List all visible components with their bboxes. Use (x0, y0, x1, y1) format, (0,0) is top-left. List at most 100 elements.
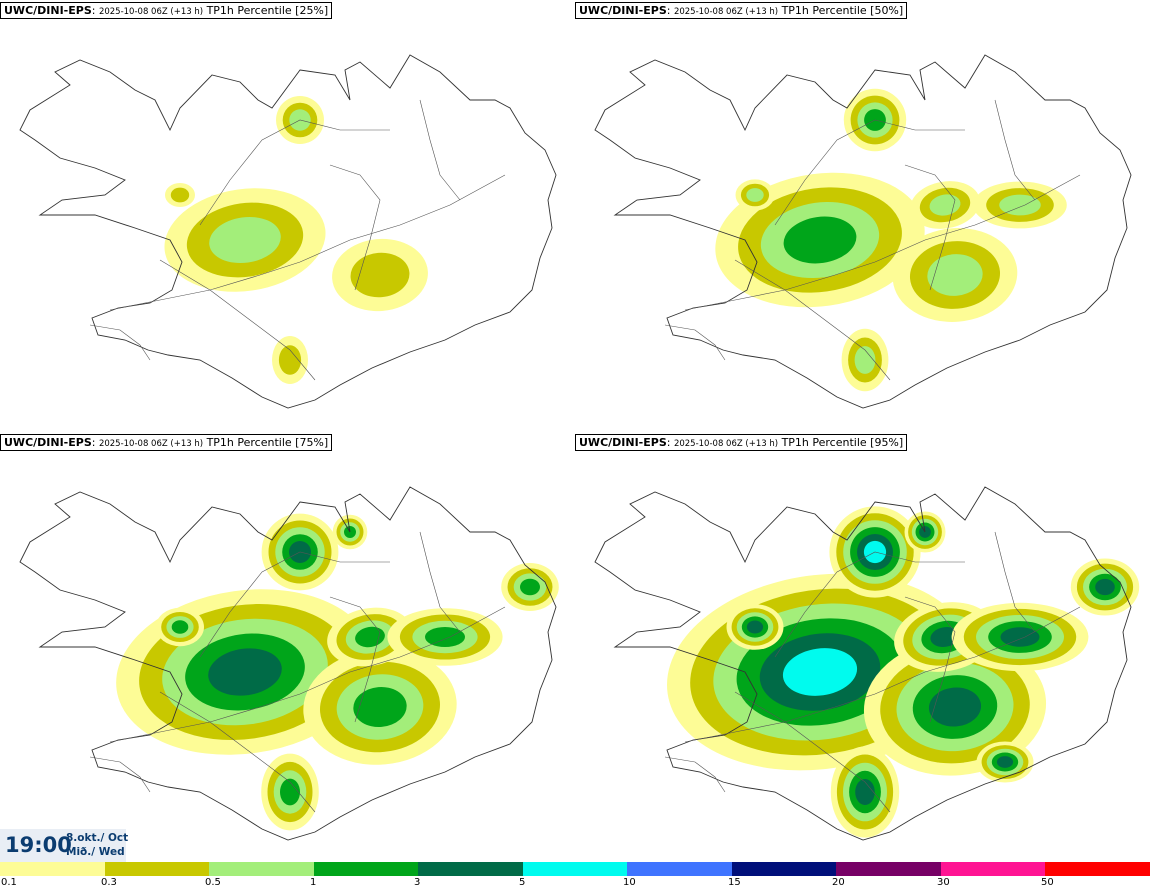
road-line (419, 99, 461, 201)
precip-contour (783, 216, 857, 264)
field-name: TP1h Percentile [50%] (781, 4, 904, 17)
model-name: UWC/DINI-EPS (4, 436, 92, 449)
precip-contour (1095, 578, 1115, 596)
colorbar-swatch (313, 862, 419, 876)
map-panel-p95: UWC/DINI-EPS: 2025-10-08 06Z (+13 h) TP1… (575, 432, 1150, 862)
precip-contour (170, 187, 190, 203)
model-name: UWC/DINI-EPS (579, 4, 667, 17)
field-name: TP1h Percentile [95%] (781, 436, 904, 449)
colorbar-tick-label: 15 (728, 877, 741, 888)
road-line (159, 259, 316, 381)
colorbar-tick-label: 1 (310, 877, 317, 888)
valid-date-line2: Mið./ Wed (66, 846, 125, 858)
road-line (329, 596, 381, 723)
map-svg (0, 0, 575, 430)
colorbar-swatch (104, 862, 210, 876)
precip-contour (928, 687, 982, 727)
coastline (19, 486, 557, 841)
colorbar-tick-label: 50 (1041, 877, 1054, 888)
colorbar-swatch (836, 862, 941, 876)
road-line (329, 164, 381, 291)
road-line (774, 119, 965, 226)
precip-contour (927, 254, 983, 296)
colorbar-tick-label: 0.5 (205, 877, 221, 888)
road-line (664, 756, 726, 793)
coastline (594, 486, 1132, 841)
colorbar-swatch (522, 862, 628, 876)
field-name: TP1h Percentile [75%] (206, 436, 329, 449)
colorbar-swatch (1045, 862, 1150, 876)
precip-contour (350, 252, 410, 298)
colorbar-tick-label: 5 (519, 877, 526, 888)
road-line (419, 531, 461, 633)
precip-contour (996, 756, 1014, 768)
colorbar-tick-label: 10 (623, 877, 636, 888)
run-time: 2025-10-08 06Z (+13 h) (673, 439, 779, 449)
precip-field (116, 513, 559, 831)
precip-field (715, 88, 1067, 392)
precip-contour (746, 188, 764, 202)
map-panel-p75: UWC/DINI-EPS: 2025-10-08 06Z (+13 h) TP1… (0, 432, 575, 862)
precip-contour (1000, 627, 1040, 647)
colorbar-tick-label: 30 (937, 877, 950, 888)
colorbar-swatches (0, 862, 1150, 876)
map-svg (575, 0, 1150, 430)
map-svg (0, 432, 575, 862)
colorbar-tick-label: 3 (414, 877, 421, 888)
road-line (664, 324, 726, 361)
map-svg (575, 432, 1150, 862)
road-line (159, 691, 316, 813)
road-line (199, 551, 390, 658)
run-time: 2025-10-08 06Z (+13 h) (98, 7, 204, 17)
model-name: UWC/DINI-EPS (4, 4, 92, 17)
precip-contour (520, 578, 540, 596)
coastline (594, 54, 1132, 409)
colorbar-swatch (209, 862, 314, 876)
precip-field (164, 96, 428, 384)
colorbar-swatch (731, 862, 837, 876)
map-panel-p50: UWC/DINI-EPS: 2025-10-08 06Z (+13 h) TP1… (575, 0, 1150, 430)
precip-contour (280, 778, 300, 806)
road-line (994, 99, 1036, 201)
precip-contour (171, 620, 189, 634)
panel-title: UWC/DINI-EPS: 2025-10-08 06Z (+13 h) TP1… (0, 434, 333, 451)
precip-contour (746, 620, 764, 634)
valid-time-box: 19:00 8.okt./ Oct Mið./ Wed (0, 829, 129, 862)
field-name: TP1h Percentile [25%] (206, 4, 329, 17)
precip-contour (999, 194, 1041, 216)
road-line (109, 174, 506, 311)
precip-contour (278, 345, 302, 375)
precip-contour (208, 648, 282, 696)
road-line (734, 691, 891, 813)
road-line (684, 606, 1081, 743)
precip-contour (425, 627, 465, 647)
precip-contour (209, 216, 281, 264)
valid-time: 19:00 (5, 833, 72, 857)
road-line (109, 606, 506, 743)
run-time: 2025-10-08 06Z (+13 h) (673, 7, 779, 17)
panel-title: UWC/DINI-EPS: 2025-10-08 06Z (+13 h) TP1… (575, 434, 908, 451)
road-line (734, 259, 891, 381)
panel-title: UWC/DINI-EPS: 2025-10-08 06Z (+13 h) TP1… (0, 2, 333, 19)
road-line (89, 324, 151, 361)
road-line (774, 551, 965, 658)
road-line (994, 531, 1036, 633)
road-line (904, 596, 956, 723)
road-line (904, 164, 956, 291)
colorbar-swatch (418, 862, 523, 876)
precip-colorbar: 0.1 0.3 0.5 1 3 5 10 15 20 30 50 (0, 862, 1150, 891)
model-name: UWC/DINI-EPS (579, 436, 667, 449)
coastline (19, 54, 557, 409)
colorbar-tick-label: 0.3 (101, 877, 117, 888)
colorbar-swatch (627, 862, 732, 876)
colorbar-tick-label: 0.1 (1, 877, 17, 888)
precip-contour (854, 346, 876, 374)
precip-contour (855, 779, 875, 805)
road-line (199, 119, 390, 226)
valid-date-line1: 8.okt./ Oct (66, 832, 129, 844)
precip-contour (353, 686, 407, 728)
map-panel-p25: UWC/DINI-EPS: 2025-10-08 06Z (+13 h) TP1… (0, 0, 575, 430)
precip-field (667, 506, 1140, 838)
panel-title: UWC/DINI-EPS: 2025-10-08 06Z (+13 h) TP1… (575, 2, 908, 19)
run-time: 2025-10-08 06Z (+13 h) (98, 439, 204, 449)
